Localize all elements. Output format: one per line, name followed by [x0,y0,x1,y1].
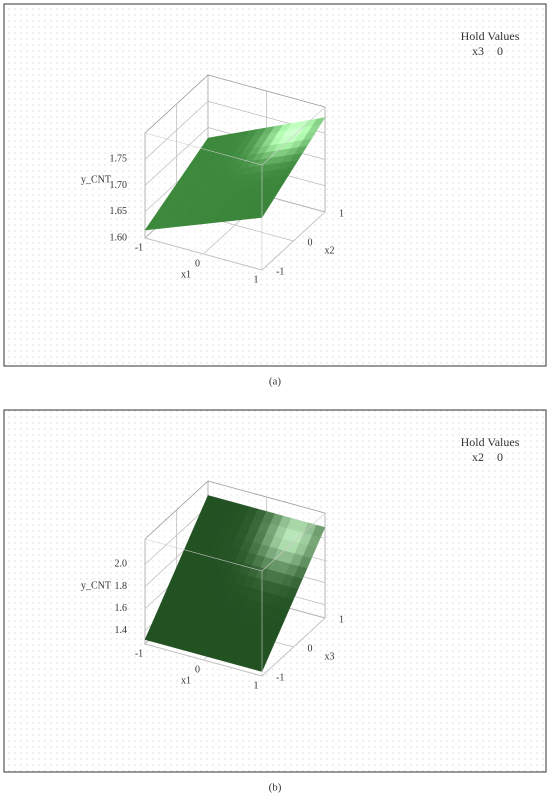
hold-title: Hold Values [461,435,520,449]
y-axis-label: x3 [325,651,335,662]
x-tick-label: 1 [254,274,259,285]
hold-value: 0 [497,44,503,58]
z-tick-label: 1.4 [115,625,128,636]
x-tick-label: 0 [195,664,200,675]
y-tick-label: -1 [276,266,284,277]
x-axis-label: x1 [181,675,191,686]
z-tick-label: 1.70 [110,180,128,191]
x-axis-label: x1 [181,269,191,280]
z-tick-label: 1.75 [110,154,128,165]
hold-title: Hold Values [461,29,520,43]
surface-patch [253,658,267,672]
box-edge [144,643,263,677]
y-tick-label: -1 [276,672,284,683]
y-tick-label: 0 [308,643,313,654]
z-tick-label: 1.6 [115,603,128,614]
box-edge [144,132,263,166]
grid-line [144,506,209,565]
z-tick-label: 2.0 [115,559,128,570]
x-tick-label: 1 [254,680,259,691]
box-edge [261,617,326,677]
z-tick-label: 1.65 [110,206,128,217]
x-tick-label: 0 [195,258,200,269]
y-tick-label: 1 [339,614,344,625]
box-edge [261,512,326,572]
y-tick-label: 0 [308,237,313,248]
box-edge [144,237,263,271]
grid-line [144,100,209,160]
x-tick-label: -1 [135,648,143,659]
y-axis-label: x2 [325,245,335,256]
z-tick-label: 1.60 [110,232,128,243]
z-tick-label: 1.8 [115,581,128,592]
caption: (b) [269,782,282,794]
z-axis-label: y_CNT [81,175,111,186]
caption: (a) [269,376,282,388]
hold-label: x3 [472,44,484,58]
z-axis-label: y_CNT [81,581,111,592]
surface-patch [253,210,267,219]
grid-line [144,127,209,186]
box-edge [144,538,263,572]
box-edge [261,211,326,271]
y-tick-label: 1 [339,208,344,219]
box-edge [261,106,326,166]
x-tick-label: -1 [135,242,143,253]
hold-label: x2 [472,450,484,464]
hold-value: 0 [497,450,503,464]
